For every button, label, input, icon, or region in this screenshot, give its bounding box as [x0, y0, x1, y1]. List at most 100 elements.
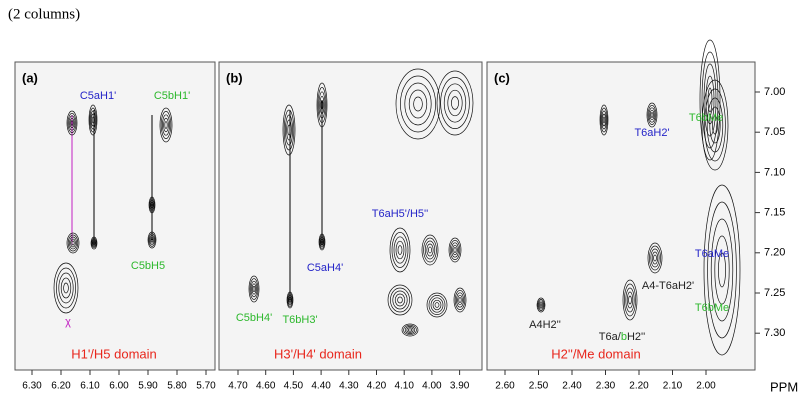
contour: [319, 236, 325, 248]
contour: [600, 107, 608, 133]
contour: [63, 282, 69, 294]
x-tick-label: 2.20: [629, 381, 649, 392]
contour: [421, 234, 439, 266]
x-tick-label: 4.10: [394, 381, 414, 392]
annotation-part: H2'': [627, 331, 645, 343]
contour: [249, 278, 259, 300]
contour: [625, 287, 635, 313]
contour: [56, 267, 76, 309]
contour: [408, 328, 412, 332]
contour: [90, 110, 96, 130]
panel: [14, 61, 216, 371]
contour: [287, 124, 291, 136]
contour: [714, 235, 730, 305]
contour: [287, 293, 293, 307]
caption: (2 columns): [8, 6, 80, 22]
contour: [404, 326, 416, 334]
contour: [288, 296, 292, 304]
contour: [91, 113, 95, 127]
contour: [89, 107, 97, 133]
contour: [454, 290, 466, 310]
contour: [458, 297, 462, 303]
x-tick-label: 4.20: [367, 381, 387, 392]
contour: [434, 302, 440, 308]
contour: [401, 323, 419, 337]
contour: [452, 244, 458, 256]
contour: [320, 100, 324, 110]
contour: [599, 104, 609, 136]
contour: [317, 87, 327, 123]
contour: [649, 245, 661, 271]
contour: [650, 248, 660, 268]
contour: [707, 201, 737, 339]
contour: [286, 291, 294, 309]
contour: [649, 109, 655, 121]
contour: [703, 184, 741, 356]
annotation-part: T6a: [599, 331, 619, 343]
panel-label: (a): [22, 70, 38, 85]
contour: [289, 298, 291, 302]
contour: [387, 284, 413, 316]
contour: [389, 227, 411, 273]
contour: [58, 272, 74, 304]
contour: [424, 240, 436, 260]
y-tick-label: 7.00: [764, 86, 785, 98]
x-tick-label: 4.40: [311, 381, 331, 392]
contour: [646, 102, 658, 128]
contour: [539, 303, 543, 307]
contour: [93, 241, 95, 245]
contour: [68, 115, 76, 131]
contour: [88, 104, 98, 136]
x-tick-label: 4.70: [228, 381, 248, 392]
contour: [90, 236, 98, 250]
contour: [624, 283, 636, 317]
x-tick-label: 4.00: [422, 381, 442, 392]
contour: [536, 297, 546, 313]
contour: [456, 292, 464, 308]
contour: [286, 119, 292, 141]
contour: [706, 97, 724, 153]
y-tick-label: 7.25: [764, 287, 785, 299]
x-tick-label: 5.70: [196, 381, 216, 392]
x-tick-label: 3.90: [450, 381, 470, 392]
annotation-part: /: [618, 331, 622, 343]
x-tick-label: 6.00: [109, 381, 129, 392]
contour: [408, 89, 428, 119]
domain-label: H1'/H5 domain: [71, 346, 157, 361]
contour: [650, 112, 654, 118]
contour: [91, 239, 97, 247]
contour: [92, 240, 96, 246]
contour: [151, 203, 153, 207]
contour: [718, 252, 726, 288]
contour: [453, 247, 457, 253]
contour: [712, 115, 718, 135]
annotation: C5bH1': [154, 90, 190, 102]
axis-unit: PPM: [770, 379, 798, 394]
contour: [428, 295, 446, 315]
contour: [457, 294, 463, 306]
annotation: C5bH5: [131, 260, 165, 272]
contour: [149, 198, 155, 212]
contour: [71, 240, 75, 246]
contour: [432, 299, 442, 311]
annotation: T6bMe: [695, 302, 729, 314]
contour: [149, 199, 155, 211]
x-tick-label: 2.10: [663, 381, 683, 392]
contour: [66, 232, 80, 254]
contour: [626, 291, 634, 309]
annotation: A4-T6aH2': [642, 280, 694, 292]
contour: [440, 77, 470, 129]
x-tick-label: 4.50: [284, 381, 304, 392]
contour: [150, 238, 154, 242]
contour: [91, 237, 97, 249]
annotation: T6bMe: [689, 112, 723, 124]
contour: [150, 201, 154, 209]
annotation: T6bH3': [282, 314, 317, 326]
contour: [602, 113, 606, 127]
contour: [704, 88, 726, 162]
annotation: A4H2'': [529, 319, 561, 331]
y-tick-label: 7.05: [764, 126, 785, 138]
contour: [710, 218, 734, 322]
x-tick-label: 4.30: [339, 381, 359, 392]
